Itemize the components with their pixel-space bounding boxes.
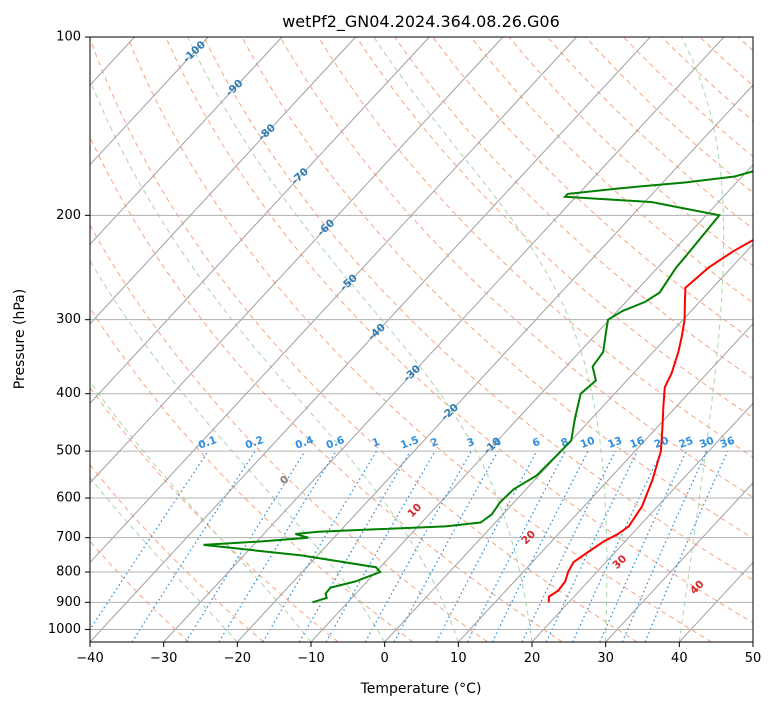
y-axis: 100 200 300 400 500 600 700 800 900 1000: [48, 30, 90, 637]
temperature-profile-line: [547, 239, 753, 603]
x-tick-label: 0: [381, 651, 389, 666]
isotherm-line: [605, 482, 753, 642]
dry-adiabat-line: [279, 37, 753, 498]
dry-adiabat-line: [90, 135, 563, 642]
mixing-ratio-label: 8: [559, 436, 570, 450]
mixing-ratio-label: 0.1: [197, 434, 219, 452]
mixing-ratio-label: 0.2: [244, 434, 266, 452]
plot-frame: [89, 36, 754, 643]
x-axis-title: Temperature (°C): [360, 681, 482, 697]
y-tick-label: 700: [56, 530, 81, 545]
mixing-ratio-line: [131, 450, 256, 642]
dry-adiabat-line: [355, 37, 753, 419]
y-axis-title: Pressure (hPa): [12, 289, 28, 389]
mixing-ratio-line: [521, 450, 616, 642]
chart-title: wetPf2_GN04.2024.364.08.26.G06: [282, 12, 560, 32]
mixing-ratio-label: 6: [531, 436, 542, 450]
y-tick-label: 200: [56, 208, 81, 223]
y-tick-label: 900: [56, 595, 81, 610]
y-tick-label: 600: [56, 491, 81, 506]
mixing-ratio-label: 0.6: [325, 434, 347, 452]
dry-adiabat-line: [90, 224, 488, 642]
dewpoint-profile-line: [203, 170, 753, 604]
x-tick-label: 30: [597, 651, 614, 666]
mixing-ratio-label: 10: [579, 435, 597, 451]
mixing-ratio-line: [90, 450, 209, 631]
mixing-ratio-label: 36: [719, 435, 737, 451]
dry-adiabat-line: [203, 37, 753, 581]
x-tick-label: −10: [297, 651, 324, 666]
isotherm-line: [90, 37, 283, 245]
mixing-ratio-line: [185, 450, 306, 642]
isotherm-line: [90, 37, 504, 484]
mixing-ratio-line: [393, 450, 499, 642]
y-tick-label: 300: [56, 312, 81, 327]
isotherm-line: [90, 37, 577, 564]
moist-adiabat-line: [90, 259, 386, 642]
mixing-ratio-label: 1.5: [399, 434, 421, 452]
mixing-ratio-label: 16: [628, 435, 646, 451]
mixing-ratio-line: [262, 450, 378, 642]
isotherm-line: [310, 163, 753, 642]
reference-lines: [90, 37, 753, 642]
dry-adiabat-line: [165, 37, 753, 624]
isotherm-line: [90, 37, 356, 325]
mixing-ratio-label: 1: [371, 436, 382, 450]
y-tick-label: 500: [56, 444, 81, 459]
isotherm-line: [90, 37, 651, 642]
mixing-ratio-label: 25: [677, 435, 695, 451]
mixing-ratio-label: 0.4: [294, 434, 316, 452]
mixing-ratio-line: [218, 450, 337, 642]
x-tick-label: 50: [745, 651, 762, 666]
isotherm-line: [457, 323, 753, 642]
y-tick-label: 800: [56, 565, 81, 580]
mixing-ratio-label: 2: [429, 436, 440, 450]
dry-adiabat-line: [317, 37, 753, 458]
isotherm-line: [384, 243, 753, 642]
moist-adiabat-line: [373, 37, 608, 642]
isotherm-line: [90, 37, 209, 166]
moist-adiabat-line: [90, 476, 238, 642]
mixing-ratio-line: [545, 450, 639, 642]
isotherm-line: [236, 84, 753, 642]
x-tick-label: 10: [450, 651, 467, 666]
mixing-ratio-label: 4: [492, 436, 503, 450]
dry-adiabat-line: [90, 386, 339, 642]
x-tick-label: 20: [524, 651, 541, 666]
mixing-ratio-label: 30: [698, 435, 716, 451]
dry-adiabat-line: [90, 464, 264, 642]
x-axis: −40 −30 −20 −10 0 10 20 30 40 50: [76, 642, 761, 666]
sounding-series: [203, 170, 753, 604]
y-tick-label: 1000: [48, 622, 81, 637]
x-tick-label: −40: [76, 651, 103, 666]
mixing-ratio-label: 13: [606, 435, 624, 451]
moist-adiabat-line: [678, 37, 725, 642]
y-tick-label: 100: [56, 30, 81, 45]
x-tick-label: −20: [224, 651, 251, 666]
dry-adiabat-line: [241, 37, 753, 539]
mixing-ratio-line: [572, 450, 663, 642]
x-tick-label: 40: [671, 651, 688, 666]
y-tick-label: 400: [56, 386, 81, 401]
mixing-ratio-label: 3: [465, 436, 476, 450]
isotherm-line: [531, 402, 753, 642]
pressure-grid: [90, 37, 753, 630]
isotherm-line: [90, 37, 430, 405]
mixing-ratio-line: [298, 450, 411, 642]
x-tick-label: −30: [150, 651, 177, 666]
